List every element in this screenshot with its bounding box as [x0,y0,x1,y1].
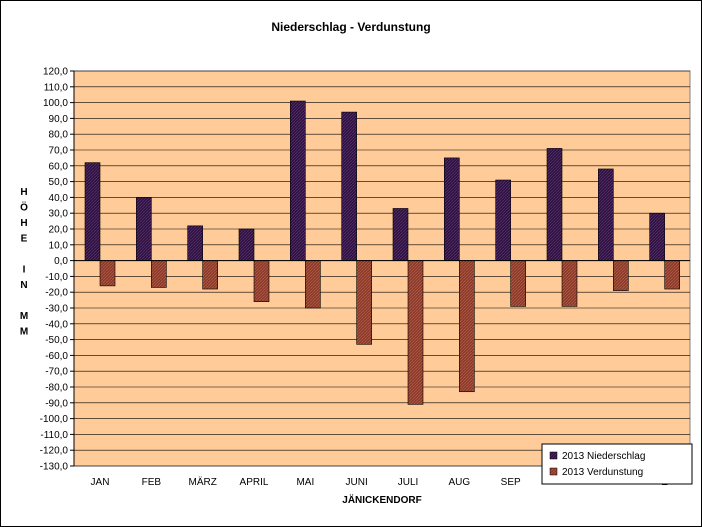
bar-niederschlag [341,111,357,261]
y-tick-label: 90,0 [49,114,69,125]
y-axis-title-letter: M [20,311,28,322]
legend-label-verdunstung: 2013 Verdunstung [562,467,643,478]
bar-verdunstung [664,260,680,290]
x-tick-label: MAI [296,477,314,488]
legend-swatch-niederschlag [549,451,558,460]
y-axis-title-letter: I [23,265,26,276]
y-tick-label: 10,0 [49,240,69,251]
bar-verdunstung [613,260,629,291]
bar-niederschlag [649,212,665,261]
x-tick-label: SEP [501,477,521,488]
bar-niederschlag [238,228,255,261]
y-tick-label: 100,0 [43,98,68,109]
x-tick-label: AUG [448,477,470,488]
y-tick-label: -40,0 [45,319,68,330]
chart-title: Niederschlag - Verdunstung [271,20,430,34]
bar-verdunstung [459,260,475,393]
y-tick-label: 120,0 [43,67,68,78]
plot-area [73,70,691,467]
y-tick-label: -30,0 [45,304,68,315]
bar-niederschlag [546,148,563,261]
bar-verdunstung [253,260,270,302]
y-tick-label: -110,0 [40,430,68,441]
bar-verdunstung [151,260,167,288]
y-axis-title-letter: H [20,218,27,229]
bar-verdunstung [407,260,424,405]
bar-verdunstung [202,260,218,290]
x-tick-label: JULI [398,477,419,488]
y-tick-label: 0,0 [54,256,68,267]
y-tick-label: -120,0 [40,446,69,457]
y-axis-title-letter: E [21,234,28,245]
y-tick-label: -10,0 [45,272,68,283]
y-tick-label: -60,0 [45,351,68,362]
legend-box [541,443,693,485]
bar-verdunstung [561,260,578,307]
bar-niederschlag [290,100,306,261]
bar-niederschlag [392,208,409,261]
bars [84,100,680,405]
y-axis-ticks: -130,0 -120,0 -110,0 -100,0 -90,0 -80,0 -70,0 -… [40,67,74,473]
y-axis-title-letter: N [20,280,27,291]
y-tick-label: -130,0 [40,462,69,473]
y-tick-label: 80,0 [49,130,69,141]
y-tick-label: 40,0 [49,193,69,204]
y-tick-label: 50,0 [49,177,69,188]
y-tick-label: 110,0 [44,82,69,93]
bar-niederschlag [495,179,511,261]
x-tick-label: MÄRZ [188,476,216,488]
x-tick-label: APRIL [240,477,269,488]
y-tick-label: -80,0 [45,383,68,394]
bar-verdunstung [99,260,116,287]
bar-verdunstung [356,260,372,345]
legend-swatch-verdunstung [549,467,558,476]
y-tick-label: 60,0 [49,161,69,172]
y-tick-label: 30,0 [49,209,69,220]
x-axis-title: JÄNICKENDORF [342,493,421,506]
legend: 2013 Niederschlag 2013 Verdunstung [541,443,693,485]
y-tick-label: -50,0 [45,335,68,346]
bar-niederschlag [187,225,203,261]
x-tick-label: JAN [91,477,110,488]
bar-verdunstung [510,260,526,307]
legend-label-niederschlag: 2013 Niederschlag [562,451,645,462]
bar-niederschlag [444,157,460,261]
y-tick-label: 20,0 [49,225,69,236]
bar-niederschlag [598,168,614,261]
y-tick-label: -70,0 [45,367,68,378]
y-tick-label: -100,0 [40,414,69,425]
y-tick-label: 70,0 [49,146,69,157]
y-tick-label: -90,0 [45,398,68,409]
y-tick-label: -20,0 [45,288,68,299]
bar-niederschlag [84,162,101,261]
x-tick-label: JUNI [346,477,368,488]
y-axis-title-letter: Ö [20,201,28,214]
x-tick-label: FEB [142,477,162,488]
bar-verdunstung [305,260,321,309]
y-axis-title-letter: H [20,187,27,198]
y-axis-title-letter: M [20,327,28,338]
bar-niederschlag [136,197,152,261]
